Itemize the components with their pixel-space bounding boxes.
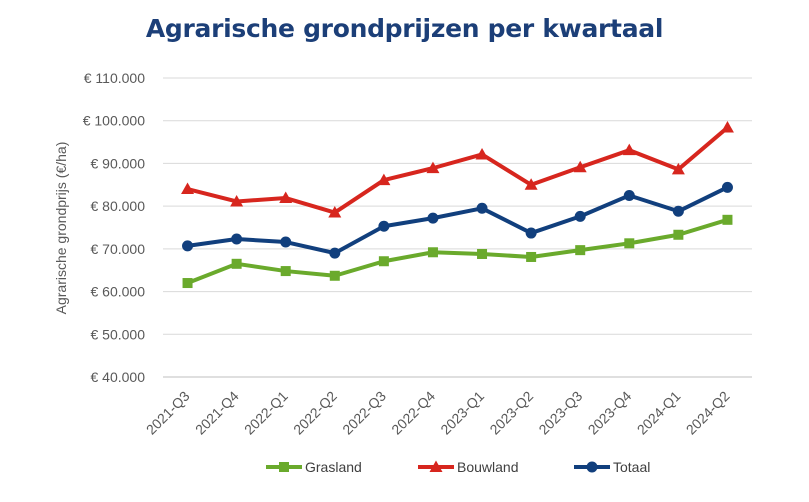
x-tick-label: 2021-Q3 <box>143 388 193 438</box>
x-tick-labels: 2021-Q3 2021-Q4 2022-Q1 2022-Q2 2022-Q3 2022-… <box>143 388 733 438</box>
series-bouwland <box>181 121 734 218</box>
data-point-totaal <box>672 205 684 217</box>
legend-label-bouwland: Bouwland <box>457 459 519 475</box>
y-tick-label: € 90.000 <box>91 155 146 171</box>
data-point-bouwland <box>426 161 440 174</box>
data-point-bouwland <box>524 178 538 190</box>
data-point-grasland <box>575 245 586 256</box>
y-tick-label: € 70.000 <box>91 241 146 257</box>
legend-item-grasland: Grasland <box>266 459 362 475</box>
data-point-grasland <box>280 266 291 277</box>
data-point-grasland <box>526 251 537 262</box>
legend-marker-bouwland <box>429 460 443 472</box>
y-tick-label: € 110.000 <box>84 70 145 86</box>
x-tick-label: 2023-Q1 <box>437 388 487 438</box>
x-tick-label: 2024-Q1 <box>634 388 684 438</box>
x-tick-label: 2022-Q1 <box>241 388 291 438</box>
x-tick-label: 2023-Q3 <box>535 388 585 438</box>
data-point-totaal <box>721 181 733 193</box>
data-point-grasland <box>329 270 340 281</box>
data-point-bouwland <box>377 173 391 186</box>
legend-marker-totaal <box>586 461 598 473</box>
x-tick-label: 2022-Q4 <box>388 388 438 438</box>
x-tick-label: 2022-Q3 <box>339 388 389 438</box>
data-point-bouwland <box>622 143 636 156</box>
series-line-totaal <box>185 185 730 256</box>
legend: Grasland Bouwland Totaal <box>266 459 650 475</box>
data-point-totaal <box>182 240 194 252</box>
data-point-totaal <box>574 210 586 222</box>
data-point-grasland <box>477 248 488 259</box>
data-point-bouwland <box>181 182 195 195</box>
data-point-grasland <box>673 229 684 240</box>
data-point-grasland <box>722 214 733 225</box>
data-point-totaal <box>427 212 439 224</box>
data-point-grasland <box>378 256 389 267</box>
data-point-totaal <box>280 236 292 248</box>
data-point-totaal <box>525 227 537 239</box>
data-point-bouwland <box>279 191 293 204</box>
data-point-bouwland <box>230 194 244 207</box>
data-point-totaal <box>378 220 390 232</box>
gridlines <box>163 77 752 378</box>
data-point-grasland <box>427 247 438 258</box>
chart-title: Agrarische grondprijzen per kwartaal <box>145 14 664 43</box>
data-point-bouwland <box>328 206 342 218</box>
y-tick-label: € 60.000 <box>91 284 146 300</box>
data-point-bouwland <box>573 160 587 173</box>
data-point-bouwland <box>671 162 685 175</box>
data-point-totaal <box>476 202 488 214</box>
series-lines <box>181 121 734 289</box>
legend-label-totaal: Totaal <box>613 459 650 475</box>
y-tick-label: € 80.000 <box>91 198 146 214</box>
x-tick-label: 2023-Q2 <box>486 388 536 438</box>
x-tick-label: 2023-Q4 <box>585 388 635 438</box>
data-point-grasland <box>231 258 242 269</box>
x-tick-label: 2024-Q2 <box>683 388 733 438</box>
series-line-grasland <box>185 217 730 286</box>
series-totaal <box>182 181 733 259</box>
data-point-totaal <box>231 233 243 245</box>
x-tick-label: 2022-Q2 <box>290 388 340 438</box>
y-tick-label: € 50.000 <box>91 326 146 342</box>
data-point-totaal <box>623 189 635 201</box>
legend-item-bouwland: Bouwland <box>418 459 519 475</box>
legend-item-totaal: Totaal <box>574 459 650 475</box>
legend-marker-grasland <box>279 462 289 472</box>
legend-label-grasland: Grasland <box>305 459 362 475</box>
data-point-bouwland <box>475 147 489 160</box>
y-tick-labels: € 40.000 € 50.000 € 60.000 € 70.000 € 80.000… <box>83 70 146 385</box>
data-point-totaal <box>329 247 341 259</box>
x-tick-label: 2021-Q4 <box>192 388 242 438</box>
y-tick-label: € 40.000 <box>91 369 146 385</box>
series-grasland <box>182 214 733 289</box>
y-tick-label: € 100.000 <box>83 113 145 129</box>
series-line-bouwland <box>185 125 730 215</box>
y-axis-title: Agrarische grondprijs (€/ha) <box>53 142 69 315</box>
data-point-grasland <box>624 238 635 249</box>
data-point-grasland <box>182 278 193 289</box>
data-point-bouwland <box>720 121 734 133</box>
